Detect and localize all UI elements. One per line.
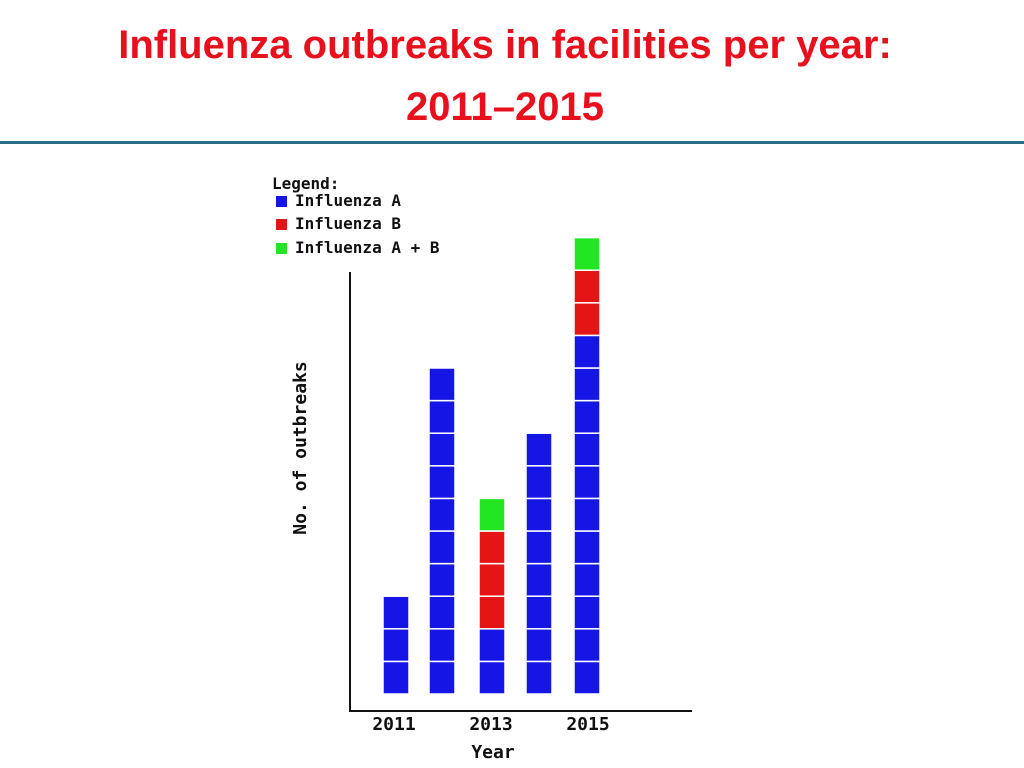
bar-segment-2014-s0-1	[525, 660, 553, 695]
bar-segment-2014-s0-5	[525, 530, 553, 565]
bar-segment-2015-s0-3	[573, 595, 601, 630]
bar-segment-2012-s0-6	[428, 497, 456, 532]
bar-segment-2012-s0-8	[428, 432, 456, 467]
slide-title-line1: Influenza outbreaks in facilities per ye…	[118, 23, 892, 67]
chart-bars	[382, 236, 601, 695]
bar-segment-2015-s0-2	[573, 628, 601, 663]
bar-segment-2012-s0-4	[428, 562, 456, 597]
bar-segment-2014-s0-4	[525, 562, 553, 597]
bar-segment-2013-s1-1	[478, 595, 506, 630]
bar-segment-2012-s0-3	[428, 595, 456, 630]
bar-segment-2013-s0-1	[478, 660, 506, 695]
x-tick-label-2011: 2011	[372, 714, 415, 735]
bar-segment-2015-s0-8	[573, 432, 601, 467]
bar-segment-2013-s0-2	[478, 628, 506, 663]
bar-segment-2014-s0-7	[525, 465, 553, 500]
bar-segment-2015-s1-2	[573, 269, 601, 304]
bar-segment-2015-s0-4	[573, 562, 601, 597]
bar-segment-2014-s0-8	[525, 432, 553, 467]
bar-segment-2015-s0-6	[573, 497, 601, 532]
legend-title: Legend:	[272, 174, 339, 193]
bar-segment-2011-s0-1	[382, 660, 410, 695]
bar-segment-2015-s1-1	[573, 302, 601, 337]
bar-segment-2012-s0-1	[428, 660, 456, 695]
bar-segment-2013-s1-2	[478, 562, 506, 597]
bar-segment-2015-s0-10	[573, 367, 601, 402]
bar-segment-2015-s0-7	[573, 465, 601, 500]
title-divider	[0, 141, 1024, 144]
bar-segment-2011-s0-3	[382, 595, 410, 630]
x-tick-label-2013: 2013	[469, 714, 512, 735]
bar-segment-2015-s0-9	[573, 399, 601, 434]
legend-swatch-2	[276, 243, 287, 254]
bar-segment-2014-s0-2	[525, 628, 553, 663]
chart-axes	[349, 272, 692, 712]
bar-segment-2013-s2-1	[478, 497, 506, 532]
x-tick-labels: 2011 2013 2015	[372, 714, 609, 735]
bar-segment-2015-s0-1	[573, 660, 601, 695]
bar-segment-2012-s0-10	[428, 367, 456, 402]
x-tick-label-2015: 2015	[566, 714, 609, 735]
bar-segment-2014-s0-3	[525, 595, 553, 630]
legend-swatch-0	[276, 196, 287, 207]
legend-label-2: Influenza A + B	[295, 238, 440, 257]
bar-segment-2014-s0-6	[525, 497, 553, 532]
legend-label-1: Influenza B	[295, 214, 401, 233]
x-axis-label: Year	[471, 742, 515, 763]
bar-segment-2011-s0-2	[382, 628, 410, 663]
bar-segment-2015-s2-1	[573, 236, 601, 271]
bar-segment-2012-s0-5	[428, 530, 456, 565]
legend-label-0: Influenza A	[295, 191, 401, 210]
bar-segment-2013-s1-3	[478, 530, 506, 565]
bar-segment-2012-s0-7	[428, 465, 456, 500]
legend-swatch-1	[276, 219, 287, 230]
bar-segment-2015-s0-5	[573, 530, 601, 565]
y-axis-label: No. of outbreaks	[290, 361, 311, 534]
bar-segment-2012-s0-2	[428, 628, 456, 663]
bar-segment-2015-s0-11	[573, 334, 601, 369]
bar-segment-2012-s0-9	[428, 399, 456, 434]
slide-title-line2: 2011–2015	[405, 85, 604, 129]
chart-legend: Legend: Influenza A Influenza B Influenza …	[272, 174, 440, 257]
